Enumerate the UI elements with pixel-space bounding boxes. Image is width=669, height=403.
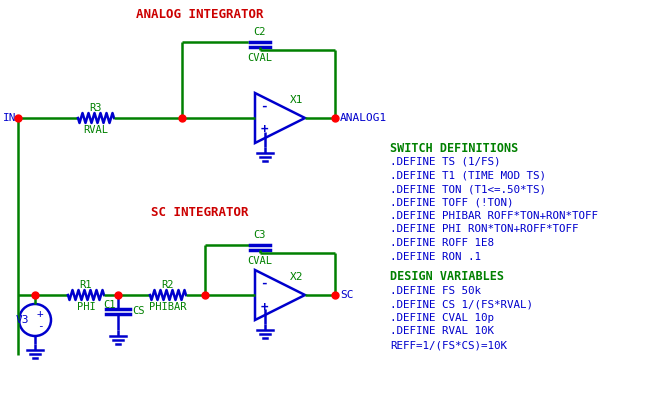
Text: +: + bbox=[37, 309, 43, 319]
Text: .DEFINE CS 1/(FS*RVAL): .DEFINE CS 1/(FS*RVAL) bbox=[390, 299, 533, 310]
Text: C1: C1 bbox=[104, 300, 116, 310]
Text: -: - bbox=[260, 100, 268, 112]
Text: C3: C3 bbox=[254, 230, 266, 240]
Text: .DEFINE ROFF 1E8: .DEFINE ROFF 1E8 bbox=[390, 238, 494, 248]
Text: SWITCH DEFINITIONS: SWITCH DEFINITIONS bbox=[390, 141, 518, 154]
Text: -: - bbox=[260, 276, 268, 289]
Text: .DEFINE TON (T1<=.50*TS): .DEFINE TON (T1<=.50*TS) bbox=[390, 184, 546, 194]
Text: CVAL: CVAL bbox=[248, 53, 272, 63]
Text: DESIGN VARIABLES: DESIGN VARIABLES bbox=[390, 270, 504, 283]
Text: R1: R1 bbox=[80, 280, 92, 290]
Text: .DEFINE T1 (TIME MOD TS): .DEFINE T1 (TIME MOD TS) bbox=[390, 170, 546, 181]
Text: .DEFINE RVAL 10K: .DEFINE RVAL 10K bbox=[390, 326, 494, 337]
Text: X2: X2 bbox=[290, 272, 304, 282]
Text: R3: R3 bbox=[90, 103, 102, 113]
Text: +: + bbox=[260, 123, 268, 137]
Text: CS: CS bbox=[132, 306, 145, 316]
Text: ANALOG INTEGRATOR: ANALOG INTEGRATOR bbox=[136, 8, 264, 21]
Text: .DEFINE FS 50k: .DEFINE FS 50k bbox=[390, 286, 481, 296]
Text: R2: R2 bbox=[162, 280, 174, 290]
Text: RVAL: RVAL bbox=[84, 125, 108, 135]
Text: PHI: PHI bbox=[77, 302, 96, 312]
Text: REFF=1/(FS*CS)=10K: REFF=1/(FS*CS)=10K bbox=[390, 340, 507, 350]
Text: V3: V3 bbox=[15, 315, 29, 325]
Text: PHIBAR: PHIBAR bbox=[149, 302, 187, 312]
Text: IN: IN bbox=[3, 113, 16, 123]
Text: CVAL: CVAL bbox=[248, 256, 272, 266]
Text: .DEFINE PHI RON*TON+ROFF*TOFF: .DEFINE PHI RON*TON+ROFF*TOFF bbox=[390, 224, 579, 235]
Text: C2: C2 bbox=[254, 27, 266, 37]
Text: -: - bbox=[37, 321, 43, 331]
Text: .DEFINE RON .1: .DEFINE RON .1 bbox=[390, 251, 481, 262]
Text: .DEFINE TS (1/FS): .DEFINE TS (1/FS) bbox=[390, 157, 500, 167]
Text: .DEFINE TOFF (!TON): .DEFINE TOFF (!TON) bbox=[390, 197, 514, 208]
Text: +: + bbox=[260, 301, 268, 314]
Text: SC INTEGRATOR: SC INTEGRATOR bbox=[151, 206, 249, 218]
Text: SC: SC bbox=[340, 290, 353, 300]
Text: ANALOG1: ANALOG1 bbox=[340, 113, 387, 123]
Text: .DEFINE PHIBAR ROFF*TON+RON*TOFF: .DEFINE PHIBAR ROFF*TON+RON*TOFF bbox=[390, 211, 598, 221]
Text: X1: X1 bbox=[290, 95, 304, 105]
Text: .DEFINE CVAL 10p: .DEFINE CVAL 10p bbox=[390, 313, 494, 323]
